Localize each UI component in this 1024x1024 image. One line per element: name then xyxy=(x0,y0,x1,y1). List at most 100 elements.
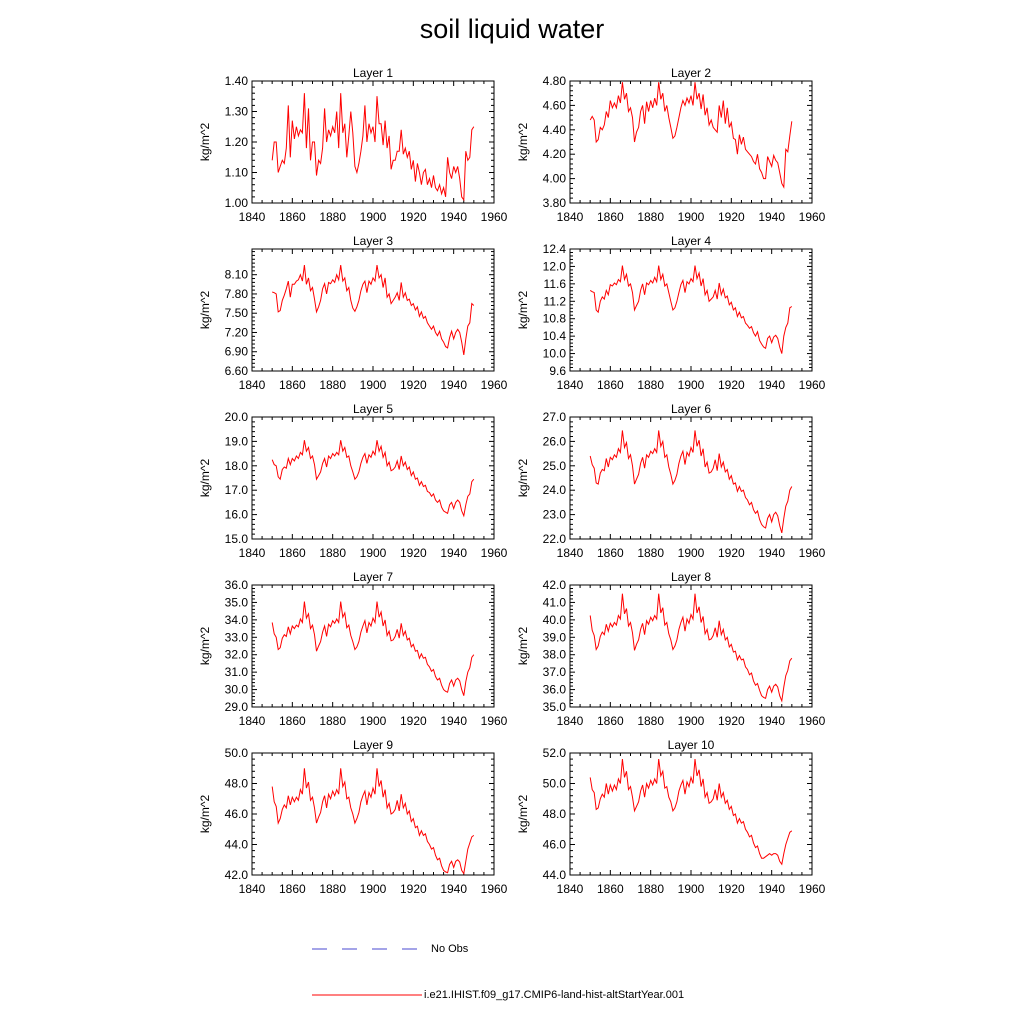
y-tick-label: 23.0 xyxy=(543,508,567,522)
y-tick-label: 4.60 xyxy=(543,98,567,112)
series-line xyxy=(271,768,475,875)
y-tick-label: 24.0 xyxy=(543,483,567,497)
y-tick-label: 44.0 xyxy=(225,838,249,852)
x-tick-label: 1920 xyxy=(718,882,745,896)
y-tick-label: 50.0 xyxy=(225,746,249,760)
plot-frame xyxy=(251,248,495,372)
panel-layer-9: Layer 9 kg/m^2 1840 1860 1880 1900 1920 1940 196… xyxy=(198,738,508,896)
y-tick-label: 44.0 xyxy=(543,868,567,882)
x-tick-label: 1880 xyxy=(637,378,664,392)
x-tick-label: 1900 xyxy=(678,210,705,224)
panel-title: Layer 5 xyxy=(353,402,393,416)
x-tick-label: 1940 xyxy=(758,210,785,224)
x-tick-label: 1920 xyxy=(718,210,745,224)
x-tick-label: 1960 xyxy=(799,546,826,560)
y-tick-label: 39.0 xyxy=(543,630,567,644)
x-tick-label: 1940 xyxy=(440,378,467,392)
y-tick-label: 35.0 xyxy=(225,595,249,609)
panel-title: Layer 3 xyxy=(353,234,393,248)
x-tick-label: 1920 xyxy=(400,882,427,896)
x-tick-label: 1880 xyxy=(319,210,346,224)
y-tick-label: 48.0 xyxy=(543,807,567,821)
y-axis-label: kg/m^2 xyxy=(198,795,212,834)
series-line xyxy=(589,430,793,534)
series-line xyxy=(589,82,793,189)
y-axis-label: kg/m^2 xyxy=(198,627,212,666)
y-tick-label: 32.0 xyxy=(225,648,249,662)
panel-layer-3: Layer 3 kg/m^2 1840 1860 1880 1900 1920 1940 196… xyxy=(198,234,508,392)
y-tick-label: 11.2 xyxy=(544,294,567,308)
panel-title: Layer 2 xyxy=(671,66,711,80)
y-tick-label: 36.0 xyxy=(225,578,249,592)
y-tick-label: 22.0 xyxy=(543,532,567,546)
x-tick-label: 1900 xyxy=(360,378,387,392)
plot-frame xyxy=(251,416,495,540)
y-tick-label: 20.0 xyxy=(225,410,249,424)
x-tick-label: 1900 xyxy=(678,882,705,896)
x-tick-label: 1940 xyxy=(440,714,467,728)
panel-layer-4: Layer 4 kg/m^2 1840 1860 1880 1900 1920 1940 196… xyxy=(516,234,826,392)
panel-layer-8: Layer 8 kg/m^2 1840 1860 1880 1900 1920 1940 196… xyxy=(516,570,826,728)
plot-frame xyxy=(569,752,813,876)
series-line xyxy=(589,593,793,703)
y-tick-label: 42.0 xyxy=(225,868,249,882)
x-tick-label: 1900 xyxy=(360,714,387,728)
x-tick-label: 1960 xyxy=(799,378,826,392)
x-tick-label: 1940 xyxy=(440,210,467,224)
x-tick-label: 1960 xyxy=(481,378,508,392)
x-tick-label: 1860 xyxy=(279,546,306,560)
panel-layer-6: Layer 6 kg/m^2 1840 1860 1880 1900 1920 1940 196… xyxy=(516,402,826,560)
y-tick-label: 40.0 xyxy=(543,613,567,627)
y-axis-label: kg/m^2 xyxy=(516,795,530,834)
y-tick-label: 1.40 xyxy=(225,74,249,88)
y-tick-label: 4.00 xyxy=(543,172,567,186)
plot-frame xyxy=(569,584,813,708)
y-tick-label: 1.30 xyxy=(225,105,249,119)
y-tick-label: 52.0 xyxy=(543,746,567,760)
x-tick-label: 1880 xyxy=(319,378,346,392)
x-tick-label: 1880 xyxy=(637,714,664,728)
x-tick-label: 1840 xyxy=(557,378,584,392)
x-tick-label: 1840 xyxy=(557,714,584,728)
y-tick-label: 46.0 xyxy=(543,838,567,852)
y-tick-label: 15.0 xyxy=(225,532,249,546)
y-tick-label: 9.6 xyxy=(549,364,566,378)
x-tick-label: 1940 xyxy=(758,546,785,560)
y-tick-label: 38.0 xyxy=(543,648,567,662)
x-tick-label: 1840 xyxy=(239,546,266,560)
y-tick-label: 33.0 xyxy=(225,630,249,644)
y-axis-label: kg/m^2 xyxy=(516,123,530,162)
x-tick-label: 1840 xyxy=(239,210,266,224)
x-tick-label: 1880 xyxy=(319,546,346,560)
y-tick-label: 46.0 xyxy=(225,807,249,821)
x-tick-label: 1860 xyxy=(597,210,624,224)
x-tick-label: 1940 xyxy=(758,714,785,728)
x-tick-label: 1840 xyxy=(557,210,584,224)
x-tick-label: 1940 xyxy=(440,546,467,560)
y-tick-label: 1.00 xyxy=(225,196,249,210)
y-tick-label: 12.0 xyxy=(543,259,567,273)
y-tick-label: 41.0 xyxy=(543,595,567,609)
x-tick-label: 1920 xyxy=(400,714,427,728)
x-tick-label: 1860 xyxy=(597,546,624,560)
series-line xyxy=(271,601,475,696)
panel-layer-5: Layer 5 kg/m^2 1840 1860 1880 1900 1920 1940 196… xyxy=(198,402,508,560)
series-line xyxy=(589,759,793,866)
x-tick-label: 1960 xyxy=(481,714,508,728)
x-tick-label: 1920 xyxy=(718,714,745,728)
y-tick-label: 12.4 xyxy=(543,242,567,256)
y-tick-label: 37.0 xyxy=(543,665,567,679)
y-tick-label: 3.80 xyxy=(543,196,567,210)
y-tick-label: 30.0 xyxy=(225,683,249,697)
y-tick-label: 1.20 xyxy=(225,135,249,149)
x-tick-label: 1900 xyxy=(678,378,705,392)
x-tick-label: 1840 xyxy=(557,882,584,896)
x-tick-label: 1840 xyxy=(239,378,266,392)
y-tick-label: 25.0 xyxy=(543,459,567,473)
y-tick-label: 7.80 xyxy=(225,287,249,301)
x-tick-label: 1920 xyxy=(400,378,427,392)
y-tick-label: 18.0 xyxy=(225,459,249,473)
y-tick-label: 36.0 xyxy=(543,683,567,697)
x-tick-label: 1860 xyxy=(279,882,306,896)
